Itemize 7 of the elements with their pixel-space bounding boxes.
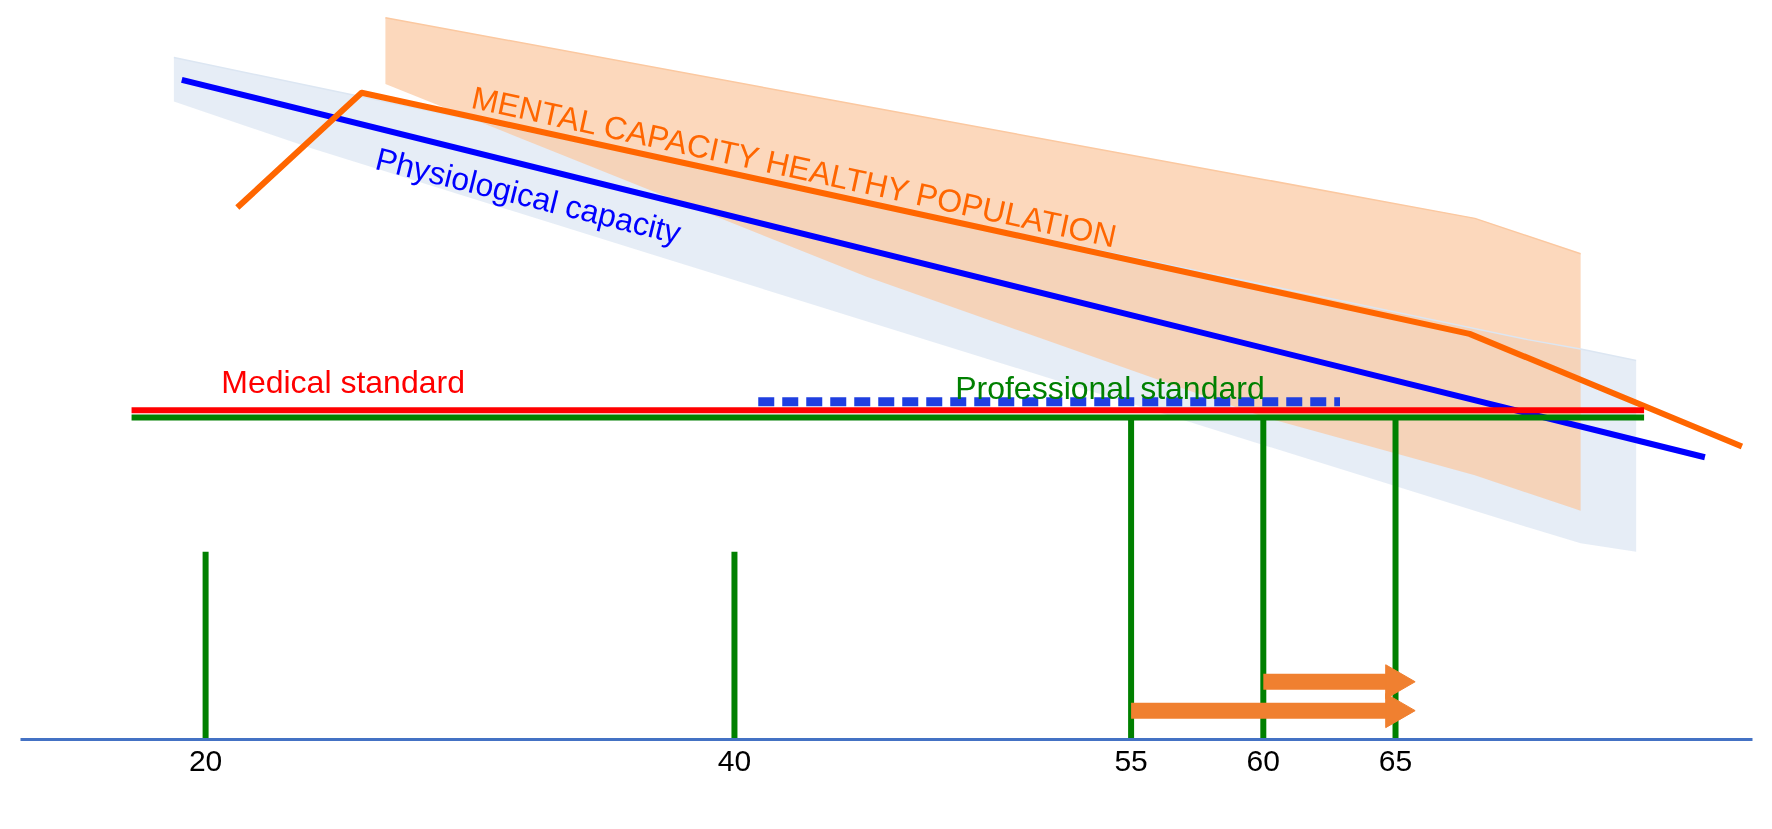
- x-tick-label: 60: [1246, 743, 1280, 777]
- x-tick-label: 40: [717, 743, 752, 777]
- x-tick-label: 20: [188, 743, 223, 777]
- x-tick-label: 65: [1378, 743, 1413, 777]
- x-tick-label: 55: [1114, 743, 1148, 777]
- series-label: Medical standard: [221, 364, 465, 401]
- series-label: Professional standard: [955, 369, 1265, 406]
